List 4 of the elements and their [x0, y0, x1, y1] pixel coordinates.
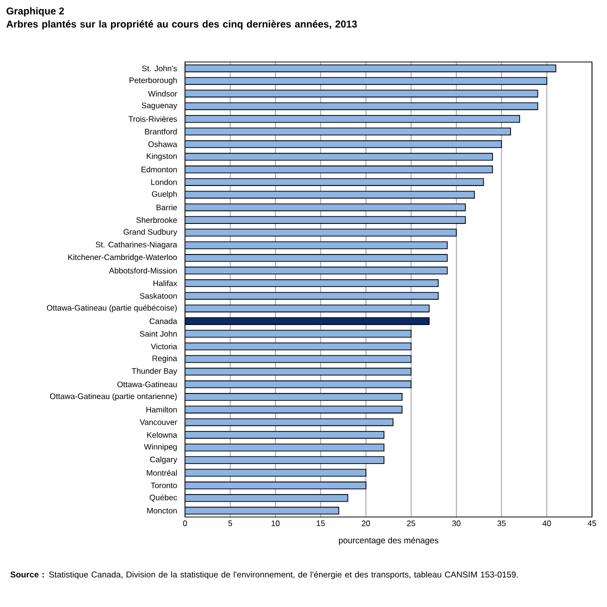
- chart-subtitle: Arbres plantés sur la propriété au cours des cinq dernières années, 2013: [6, 20, 357, 30]
- text: Source : Statistique Canada, Division de la statistique de l'environnement, de l'énergie et des transports, tableau CANSIM 153-0159.: [10, 571, 518, 580]
- x-axis-title: pourcentage des ménages: [338, 537, 438, 545]
- text: Graphique 2: [6, 7, 64, 16]
